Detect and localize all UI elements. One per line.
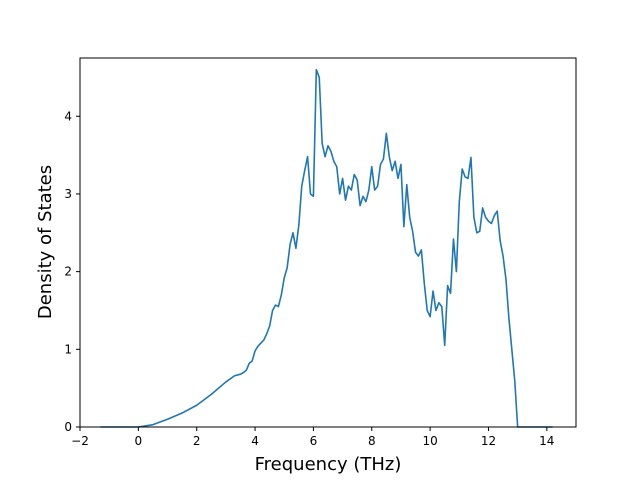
x-tick-label: 12 bbox=[481, 434, 496, 448]
x-tick-label: 10 bbox=[422, 434, 437, 448]
y-axis: 0 1 2 3 4 bbox=[64, 109, 80, 434]
plot-frame bbox=[79, 57, 577, 428]
x-tick-label: 8 bbox=[368, 434, 376, 448]
x-axis-label: Frequency (THz) bbox=[255, 454, 402, 475]
x-tick-label: 4 bbox=[251, 434, 259, 448]
y-tick-label: 1 bbox=[64, 342, 72, 356]
y-tick-label: 2 bbox=[64, 265, 72, 279]
y-tick-label: 3 bbox=[64, 187, 72, 201]
dos-series-line-0 bbox=[100, 68, 553, 428]
x-tick-label: 6 bbox=[310, 434, 318, 448]
x-tick-label: 2 bbox=[193, 434, 201, 448]
y-axis-label: Density of States bbox=[35, 165, 56, 319]
plot-line-layer bbox=[100, 68, 553, 428]
x-axis: −2 0 2 4 6 8 10 12 14 bbox=[71, 427, 554, 448]
x-tick-label: 0 bbox=[135, 434, 143, 448]
x-tick-label: −2 bbox=[71, 434, 89, 448]
y-tick-label: 4 bbox=[64, 109, 72, 123]
y-tick-label: 0 bbox=[64, 420, 72, 434]
x-tick-label: 14 bbox=[539, 434, 554, 448]
